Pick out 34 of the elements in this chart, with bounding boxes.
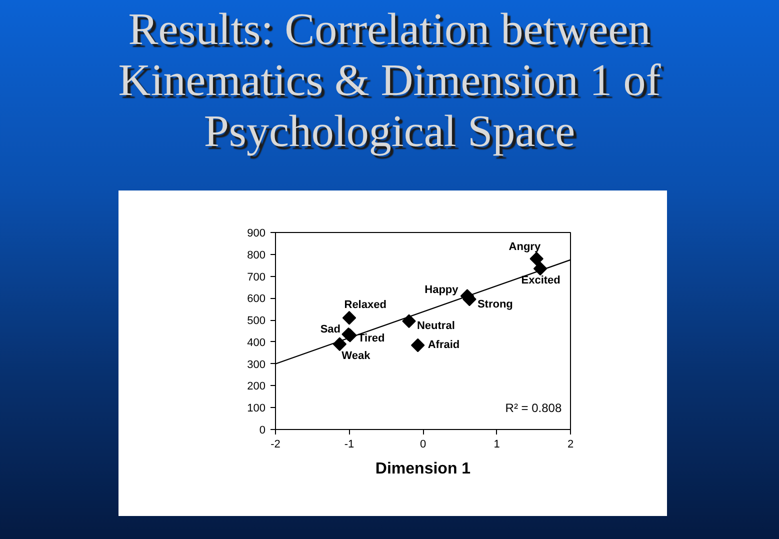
x-tick-label: -1 (344, 438, 354, 450)
data-label: Afraid (428, 339, 460, 352)
data-label: Relaxed (344, 298, 386, 311)
y-tick-label: 500 (247, 315, 266, 328)
x-tick-label: 0 (420, 438, 426, 450)
x-tick-label: 1 (494, 438, 500, 450)
point (533, 262, 548, 276)
point (402, 314, 416, 328)
y-tick-label: 0 (259, 424, 266, 436)
data-label: Neutral (416, 320, 455, 332)
data-label: Weak (342, 350, 372, 362)
data-label: Happy (424, 284, 460, 296)
y-tick-label: 400 (247, 336, 266, 349)
y-tick-label: 700 (247, 271, 266, 284)
data-label: Strong (477, 298, 513, 310)
y-tick-label: 800 (247, 249, 266, 262)
y-tick-label: 100 (247, 402, 266, 415)
y-tick-label: 900 (247, 228, 266, 240)
x-tick-label: 2 (567, 438, 574, 450)
x-axis-title: Dimension 1 (375, 460, 471, 478)
y-tick-label: 600 (247, 293, 266, 306)
annotation: R² = 0.808 (505, 400, 562, 415)
x-tick-label: -2 (270, 438, 280, 450)
point (530, 252, 544, 266)
data-label: Angry (508, 240, 542, 253)
y-tick-label: 200 (247, 380, 266, 393)
data-label: Excited (521, 274, 560, 287)
point (342, 311, 356, 325)
point (410, 338, 425, 352)
y-tick-label: 300 (247, 358, 266, 371)
point (332, 337, 347, 351)
data-label: Sad (320, 323, 341, 336)
chart-title: Results: Correlation between Kinematics & Dimension 1 of Psychological Space (118, 4, 661, 157)
data-label: Tired (358, 332, 385, 344)
